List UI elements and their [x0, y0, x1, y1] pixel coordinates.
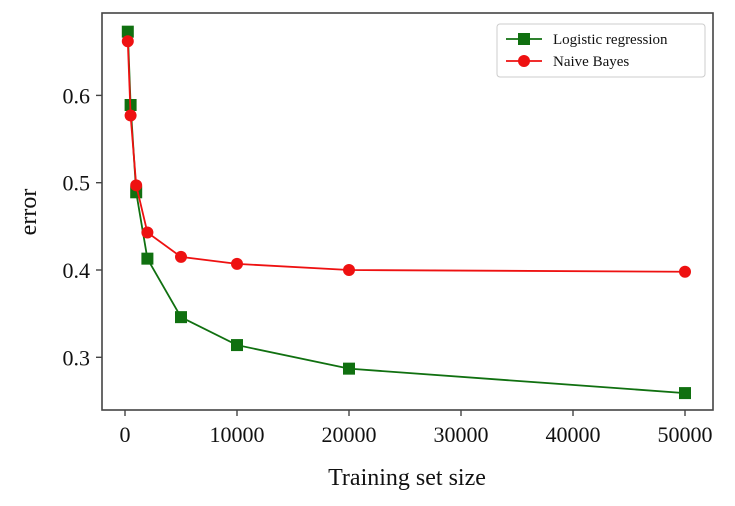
legend-item: Logistic regression — [506, 32, 668, 48]
data-point-square — [121, 25, 134, 38]
legend-item: Naive Bayes — [506, 54, 629, 70]
data-point-circle — [141, 226, 154, 239]
y-axis: 0.3 0.4 0.5 0.6 — [63, 83, 102, 370]
y-tick-label: 0.3 — [63, 345, 91, 370]
data-point-circle — [130, 179, 143, 192]
data-point-circle — [175, 250, 187, 263]
data-point-square — [679, 387, 691, 400]
plot-area — [101, 12, 714, 411]
data-point-circle — [231, 257, 243, 270]
x-tick-label: 10000 — [210, 422, 265, 447]
y-axis-title: error — [16, 189, 42, 236]
legend: Logistic regression Naive Bayes — [496, 23, 706, 78]
y-tick-label: 0.4 — [63, 258, 91, 283]
legend-label: Logistic regression — [553, 32, 668, 48]
series-layer — [121, 25, 691, 400]
data-point-square — [175, 311, 187, 324]
x-tick-label: 40000 — [546, 422, 601, 447]
y-tick-label: 0.6 — [63, 83, 91, 108]
data-point-circle — [343, 264, 355, 276]
x-axis: 0 10000 20000 30000 40000 50000 — [120, 410, 713, 447]
legend-label: Naive Bayes — [553, 54, 629, 70]
x-tick-label: 20000 — [322, 422, 377, 447]
data-point-square — [141, 252, 154, 265]
x-tick-label: 0 — [120, 422, 131, 447]
x-tick-label: 30000 — [434, 422, 489, 447]
legend-box — [496, 23, 706, 78]
data-point-circle — [124, 109, 137, 122]
series-naive-bayes — [121, 35, 691, 278]
x-tick-label: 50000 — [658, 422, 713, 447]
legend-circle-icon — [518, 55, 530, 67]
data-point-square — [231, 339, 243, 352]
x-axis-title: Training set size — [328, 465, 486, 491]
data-point-circle — [679, 265, 691, 278]
data-point-circle — [121, 35, 134, 48]
data-point-square — [343, 362, 355, 375]
legend-square-icon — [518, 33, 530, 45]
y-tick-label: 0.5 — [63, 171, 91, 196]
